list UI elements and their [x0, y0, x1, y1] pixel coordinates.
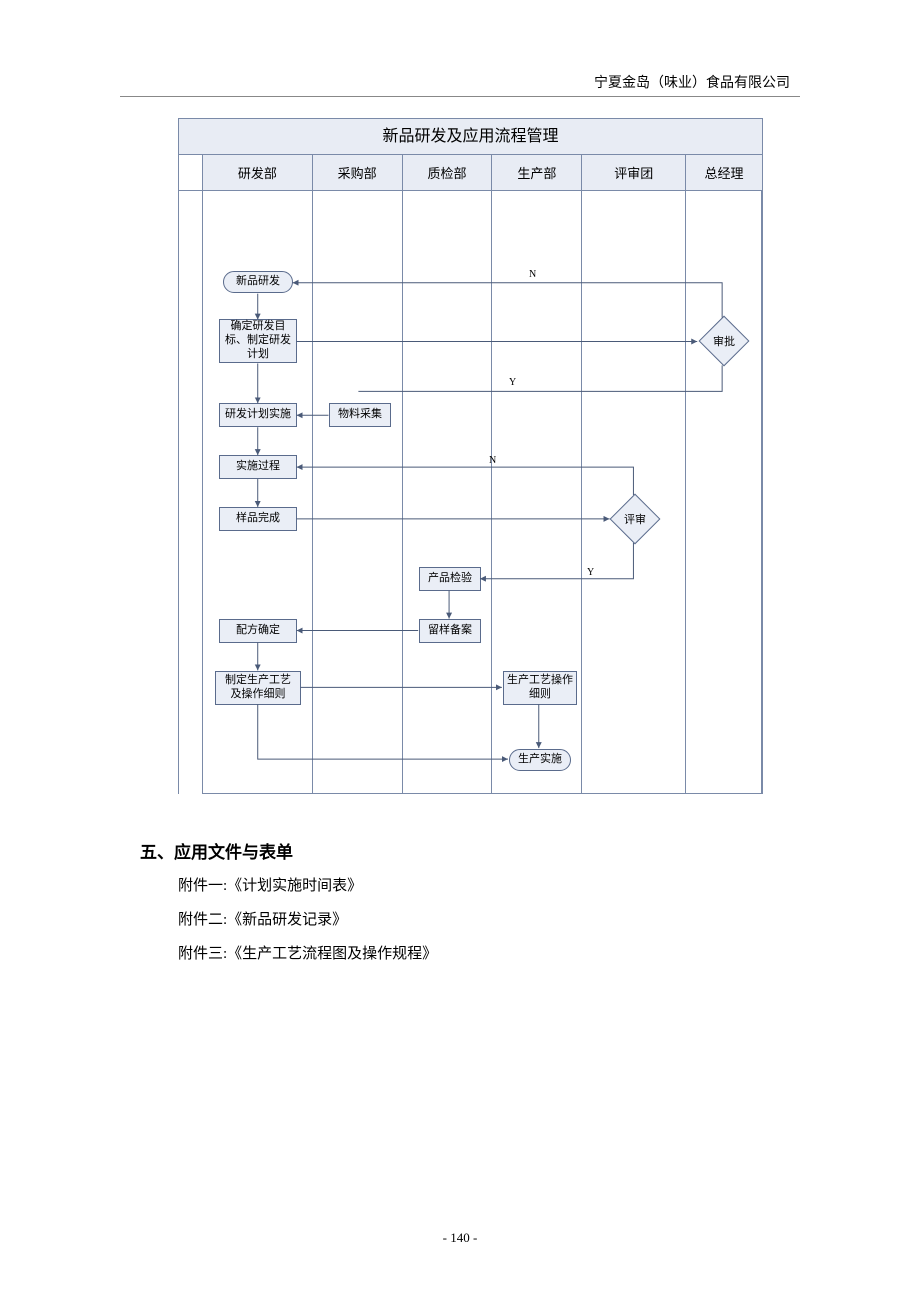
header-company-name: 宁夏金岛（味业）食品有限公司 [594, 72, 790, 92]
node-process: 配方确定 [219, 619, 297, 643]
header-divider [120, 96, 800, 97]
swimlane-header: 采购部 [313, 155, 403, 190]
node-process: 物料采集 [329, 403, 391, 427]
swimlane-header: 质检部 [403, 155, 493, 190]
node-process: 留样备案 [419, 619, 481, 643]
section-heading: 五、应用文件与表单 [140, 838, 293, 863]
node-label: 审批 [706, 323, 742, 359]
node-label: 评审 [617, 501, 653, 537]
node-decision-review: 评审 [617, 501, 653, 537]
edge-label-y: Y [587, 567, 594, 578]
swimlane-spacer [179, 155, 203, 190]
node-process: 样品完成 [219, 507, 297, 531]
node-end: 生产实施 [509, 749, 571, 771]
node-process: 生产工艺操作 细则 [503, 671, 577, 705]
attachment-line: 附件三:《生产工艺流程图及操作规程》 [178, 942, 437, 963]
edge-label-y: Y [509, 377, 516, 388]
node-decision-approve: 审批 [706, 323, 742, 359]
swimlane-header: 总经理 [686, 155, 762, 190]
page-number: - 140 - [0, 1230, 920, 1246]
attachment-line: 附件一:《计划实施时间表》 [178, 874, 362, 895]
flowchart-title: 新品研发及应用流程管理 [179, 119, 762, 155]
swimlane-header: 评审团 [582, 155, 686, 190]
swimlanes-body: 新品研发 确定研发目 标、制定研发 计划 研发计划实施 实施过程 样品完成 配方… [179, 191, 762, 794]
node-start: 新品研发 [223, 271, 293, 293]
flowchart: 新品研发及应用流程管理 研发部 采购部 质检部 生产部 评审团 总经理 新品研发… [178, 118, 763, 794]
node-process: 制定生产工艺 及操作细则 [215, 671, 301, 705]
swimlane-header: 研发部 [203, 155, 313, 190]
node-process: 实施过程 [219, 455, 297, 479]
node-process: 确定研发目 标、制定研发 计划 [219, 319, 297, 363]
edge-label-n: N [489, 455, 496, 466]
attachment-line: 附件二:《新品研发记录》 [178, 908, 347, 929]
diagram-layer: 新品研发 确定研发目 标、制定研发 计划 研发计划实施 实施过程 样品完成 配方… [179, 191, 762, 794]
node-process: 产品检验 [419, 567, 481, 591]
swimlane-header: 生产部 [492, 155, 582, 190]
document-page: 宁夏金岛（味业）食品有限公司 新品研发及应用流程管理 研发部 采购部 质检部 生… [0, 0, 920, 1302]
node-process: 研发计划实施 [219, 403, 297, 427]
swimlane-headers: 研发部 采购部 质检部 生产部 评审团 总经理 [179, 155, 762, 191]
edge-label-n: N [529, 269, 536, 280]
